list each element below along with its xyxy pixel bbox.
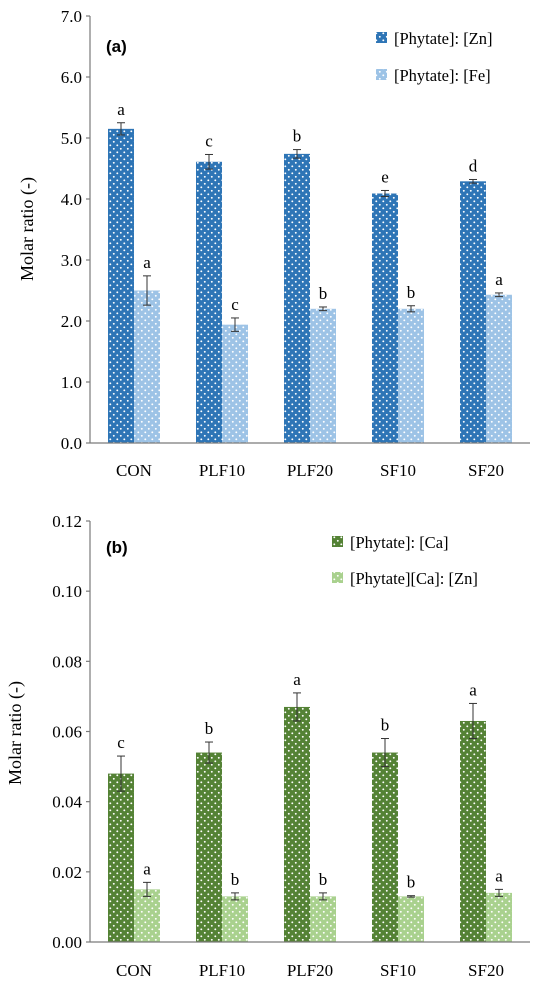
significance-letter: c — [117, 733, 125, 752]
bar-pattern — [310, 308, 336, 443]
bar-pattern — [460, 181, 486, 443]
panel-a-category-label: SF20 — [468, 461, 504, 480]
panel-b-category-label: PLF20 — [287, 961, 333, 980]
bar-pattern — [486, 294, 512, 443]
panel-a-y-tick-label: 2.0 — [61, 312, 82, 331]
significance-letter: b — [293, 127, 302, 146]
bar-pattern — [108, 773, 134, 942]
legend-label-zn: [Phytate]: [Zn] — [394, 29, 493, 48]
panel-a-category-label: PLF10 — [199, 461, 245, 480]
panel-a-y-tick-label: 3.0 — [61, 251, 82, 270]
panel-b-y-tick-label: 0.02 — [52, 863, 82, 882]
significance-letter: a — [495, 270, 503, 289]
panel-b-label: (b) — [106, 538, 128, 557]
bar-pattern — [398, 896, 424, 942]
bar-pattern — [222, 896, 248, 942]
legend-swatch-ca-dots — [332, 536, 343, 547]
significance-letter: b — [319, 870, 328, 889]
panel-b-y-tick-label: 0.12 — [52, 512, 82, 531]
panel-b-legend: [Phytate]: [Ca] [Phytate][Ca]: [Zn] — [332, 533, 478, 588]
panel-a-y-tick-label: 0.0 — [61, 434, 82, 453]
panel-a-y-tick-label: 1.0 — [61, 373, 82, 392]
bar-pattern — [284, 153, 310, 444]
panel-b-category-label: SF10 — [380, 961, 416, 980]
significance-letter: b — [407, 283, 416, 302]
legend-swatch-cazn-dots — [332, 572, 343, 583]
significance-letter: b — [231, 870, 240, 889]
panel-a-category-label: PLF20 — [287, 461, 333, 480]
legend-swatch-zn-dots — [376, 32, 387, 43]
legend-label-ca: [Phytate]: [Ca] — [350, 533, 449, 552]
bar-pattern — [284, 706, 310, 942]
bar-pattern — [108, 128, 134, 443]
significance-letter: a — [293, 670, 301, 689]
significance-letter: a — [143, 859, 151, 878]
panel-b-category-label: PLF10 — [199, 961, 245, 980]
bar-pattern — [196, 752, 222, 942]
significance-letter: b — [381, 716, 390, 735]
bar-pattern — [222, 324, 248, 443]
significance-letter: a — [117, 100, 125, 119]
panel-b-y-tick-label: 0.04 — [52, 793, 82, 812]
significance-letter: c — [205, 131, 213, 150]
panel-a-y-tick-label: 7.0 — [61, 7, 82, 26]
chart-panel-b: 0.00 0.02 0.04 0.06 0.08 0.10 0.12 CON PLF10 PLF2… — [5, 512, 530, 980]
panel-a-y-axis-label: Molar ratio (-) — [17, 177, 38, 281]
panel-a-y-tick-label: 5.0 — [61, 129, 82, 148]
panel-b-y-tick-label: 0.00 — [52, 933, 82, 952]
bar-pattern — [372, 193, 398, 443]
panel-a-plot: 0.0 1.0 2.0 3.0 4.0 5.0 6.0 7.0 CON PLF10 PLF20 SF1… — [61, 7, 512, 480]
significance-letter: a — [143, 253, 151, 272]
legend-label-cazn: [Phytate][Ca]: [Zn] — [350, 569, 478, 588]
bar-pattern — [196, 161, 222, 444]
panel-b-category-label: SF20 — [468, 961, 504, 980]
panel-a-category-label: SF10 — [380, 461, 416, 480]
panel-a-legend: [Phytate]: [Zn] [Phytate]: [Fe] — [376, 29, 493, 85]
significance-letter: a — [495, 866, 503, 885]
chart-panel-a: 0.0 1.0 2.0 3.0 4.0 5.0 6.0 7.0 CON PLF10 PLF20 SF1… — [17, 7, 530, 480]
bar-pattern — [310, 896, 336, 942]
panel-a-y-tick-label: 6.0 — [61, 68, 82, 87]
legend-label-fe: [Phytate]: [Fe] — [394, 66, 491, 85]
panel-b-plot: 0.00 0.02 0.04 0.06 0.08 0.10 0.12 CON PLF10 PLF2… — [52, 512, 512, 980]
significance-letter: e — [381, 167, 389, 186]
bar-pattern — [134, 889, 160, 942]
significance-letter: b — [205, 719, 214, 738]
significance-letter: b — [319, 284, 328, 303]
panel-b-y-tick-label: 0.10 — [52, 582, 82, 601]
bar-pattern — [134, 290, 160, 443]
panel-b-category-label: CON — [116, 961, 152, 980]
significance-letter: a — [469, 680, 477, 699]
significance-letter: c — [231, 295, 239, 314]
bar-pattern — [398, 308, 424, 443]
bar-pattern — [486, 892, 512, 942]
panel-a-label: (a) — [106, 37, 127, 56]
bar-pattern — [372, 752, 398, 942]
significance-letter: b — [407, 873, 416, 892]
panel-b-y-tick-label: 0.06 — [52, 723, 82, 742]
panel-b-y-axis-label: Molar ratio (-) — [5, 681, 26, 785]
panel-a-category-label: CON — [116, 461, 152, 480]
bar-pattern — [460, 720, 486, 942]
significance-letter: d — [469, 156, 478, 175]
panel-a-y-tick-label: 4.0 — [61, 190, 82, 209]
panel-b-y-tick-label: 0.08 — [52, 652, 82, 671]
legend-swatch-fe-dots — [376, 69, 387, 80]
